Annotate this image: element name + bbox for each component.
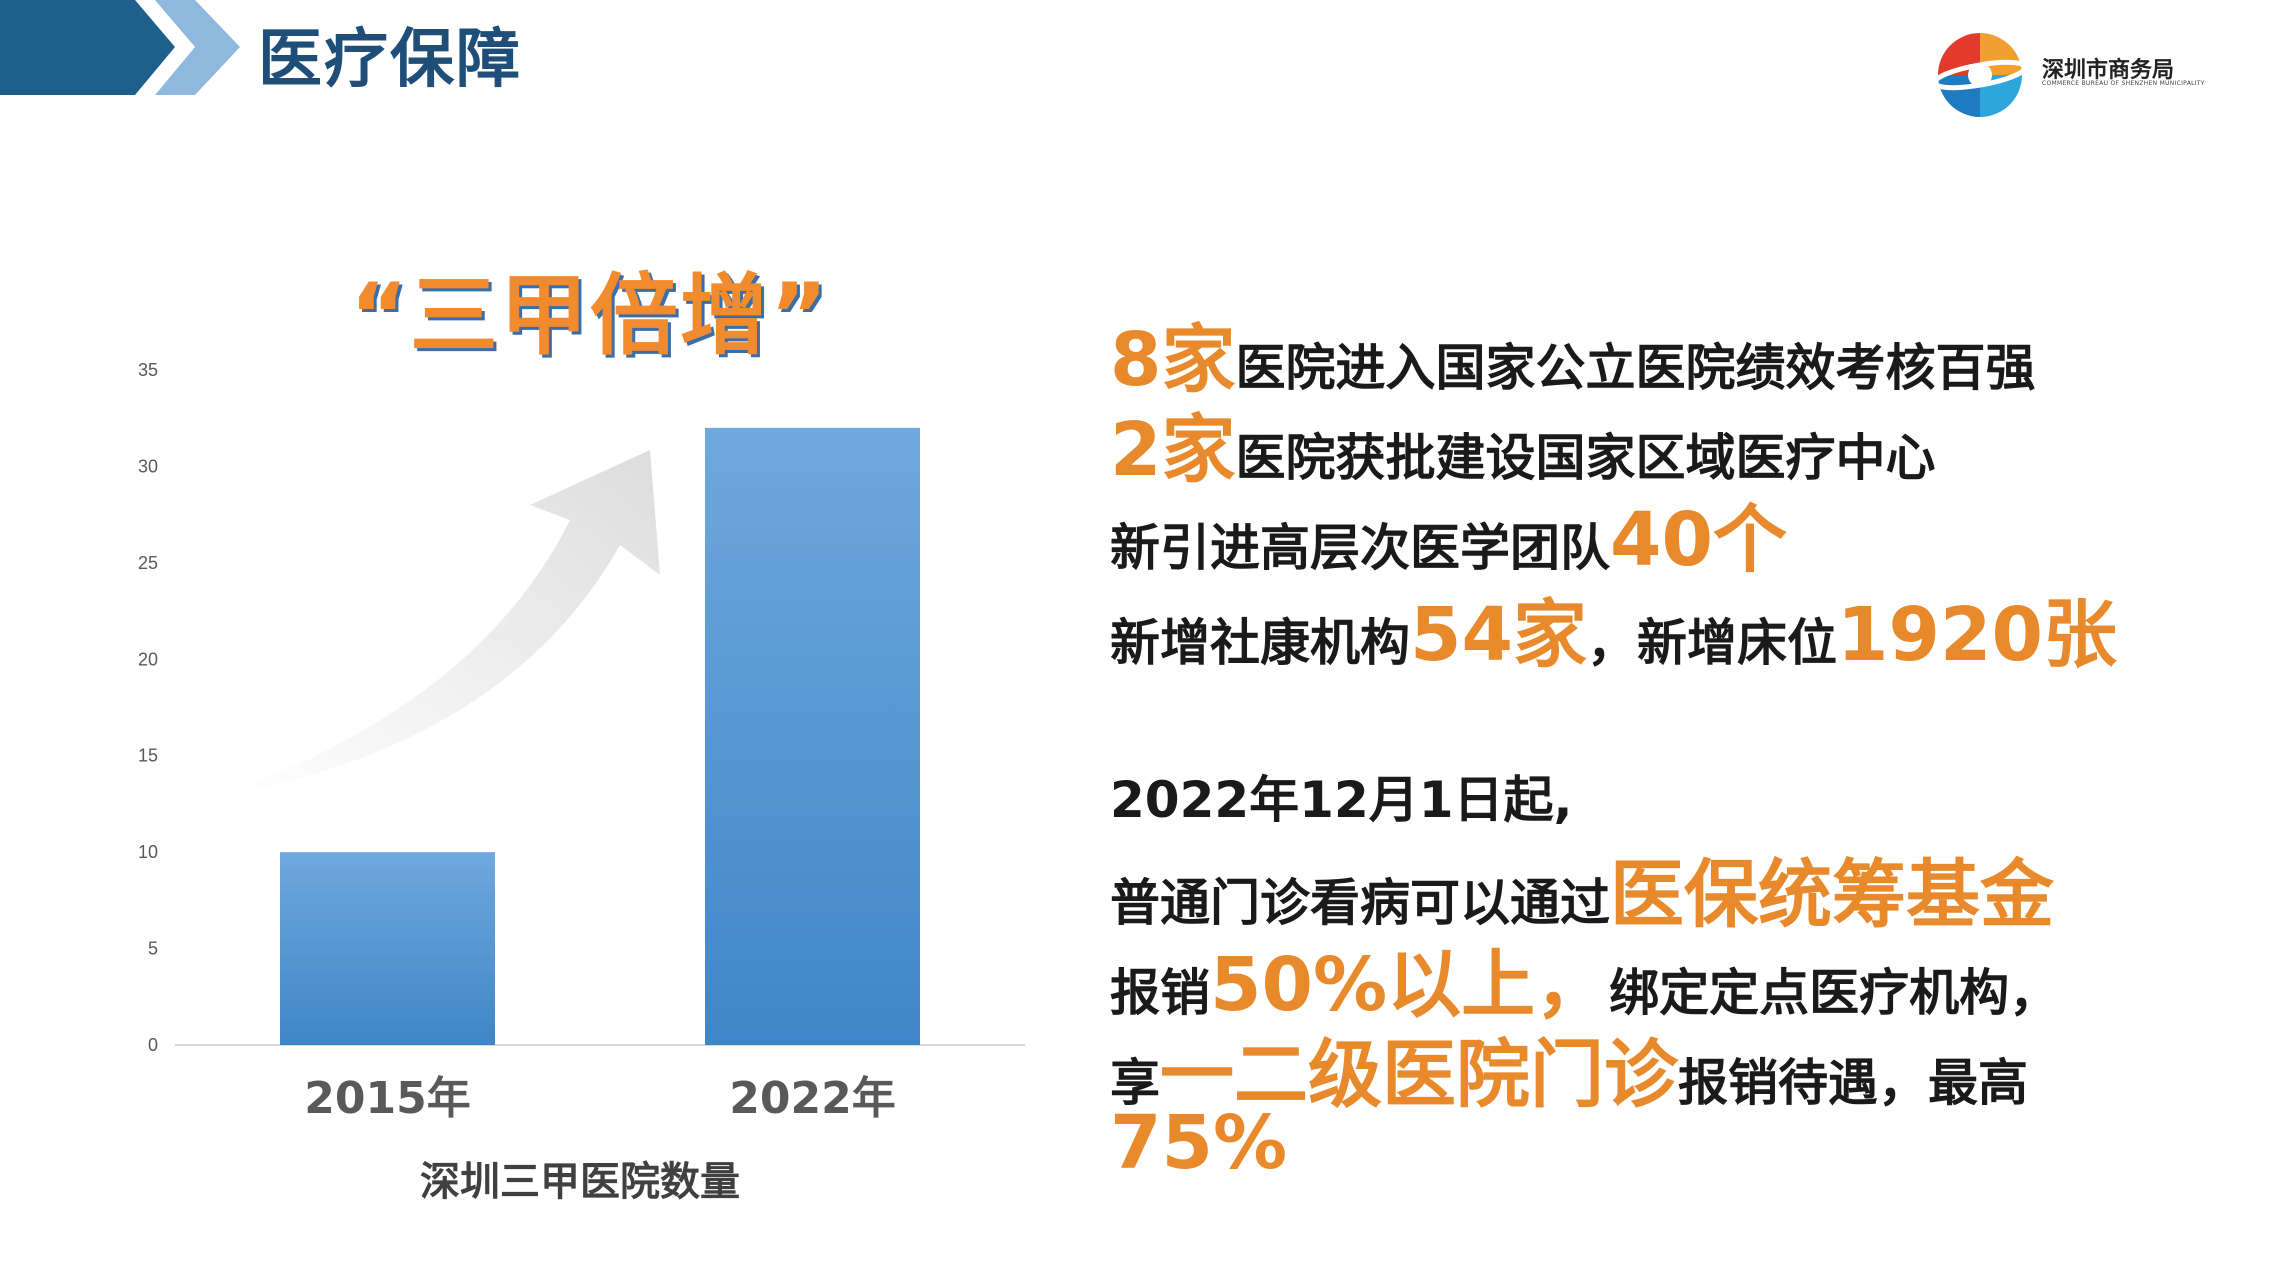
policy-line-4: 享一二级医院门诊报销待遇，最高: [1110, 1015, 2028, 1122]
bar-1: [705, 427, 920, 1045]
policy-line-3: 报销50%以上，绑定定点医疗机构，: [1110, 925, 2059, 1032]
fact-line-1: 8家医院进入国家公立医院绩效考核百强: [1110, 300, 2036, 407]
x-category-label: 2022年: [729, 1073, 895, 1124]
y-tick-label: 30: [138, 456, 158, 476]
header-chevron-decoration: [0, 0, 240, 95]
policy-line-2: 普通门诊看病可以通过医保统筹基金: [1110, 835, 2054, 942]
logo-subtitle: COMMERCE BUREAU OF SHENZHEN MUNICIPALITY: [2042, 80, 2205, 87]
policy-text: 报销: [1110, 964, 1210, 1022]
policy-text: 报销待遇，最高: [1678, 1054, 2028, 1112]
fact-highlight: 8家: [1110, 317, 1236, 403]
y-tick-label: 0: [148, 1035, 158, 1055]
logo-name: 深圳市商务局: [2042, 58, 2175, 83]
y-tick-label: 25: [138, 553, 158, 573]
fact-highlight: 1920张: [1836, 592, 2117, 678]
policy-line-5: 75%: [1110, 1100, 1287, 1186]
policy-line-1: 2022年12月1日起,: [1110, 760, 1573, 832]
fact-text: 医院获批建设国家区域医疗中心: [1235, 429, 1936, 487]
growth-arrow-icon: [225, 450, 660, 795]
chart-headline: “三甲倍增”: [350, 264, 830, 367]
policy-text: 2022年12月1日起,: [1110, 771, 1573, 829]
fact-line-3: 新引进高层次医学团队40个: [1110, 480, 1787, 587]
policy-text: 普通门诊看病可以通过: [1110, 874, 1610, 932]
y-tick-label: 15: [138, 746, 158, 766]
policy-highlight: 一二级医院门诊: [1160, 1032, 1678, 1118]
fact-text: 新增社康机构: [1110, 614, 1410, 672]
page-title: 医疗保障: [258, 23, 522, 97]
bar-0: [280, 852, 495, 1045]
policy-text: 绑定定点医疗机构，: [1609, 964, 2060, 1022]
fact-line-4: 新增社康机构54家，新增床位1920张: [1110, 575, 2117, 682]
policy-highlight: 医保统筹基金: [1610, 852, 2054, 938]
fact-line-2: 2家医院获批建设国家区域医疗中心: [1110, 390, 1936, 497]
fact-text: 医院进入国家公立医院绩效考核百强: [1235, 339, 2036, 397]
y-tick-label: 35: [138, 360, 158, 380]
fact-highlight: 40个: [1610, 497, 1787, 583]
y-tick-label: 20: [138, 649, 158, 669]
x-category-label: 2015年: [304, 1073, 470, 1124]
y-tick-label: 10: [138, 842, 158, 862]
policy-highlight: 75%: [1110, 1100, 1288, 1186]
fact-text: 新引进高层次医学团队: [1110, 519, 1610, 577]
fact-highlight: 54家: [1410, 592, 1587, 678]
policy-highlight: 50%以上，: [1210, 942, 1610, 1028]
y-tick-label: 5: [148, 939, 158, 959]
fact-text: ，新增床位: [1586, 614, 1837, 672]
policy-text: 享: [1110, 1054, 1160, 1112]
chart-title: 深圳三甲医院数量: [420, 1159, 740, 1205]
commerce-bureau-logo-icon: [1932, 33, 2028, 117]
fact-highlight: 2家: [1110, 407, 1236, 493]
